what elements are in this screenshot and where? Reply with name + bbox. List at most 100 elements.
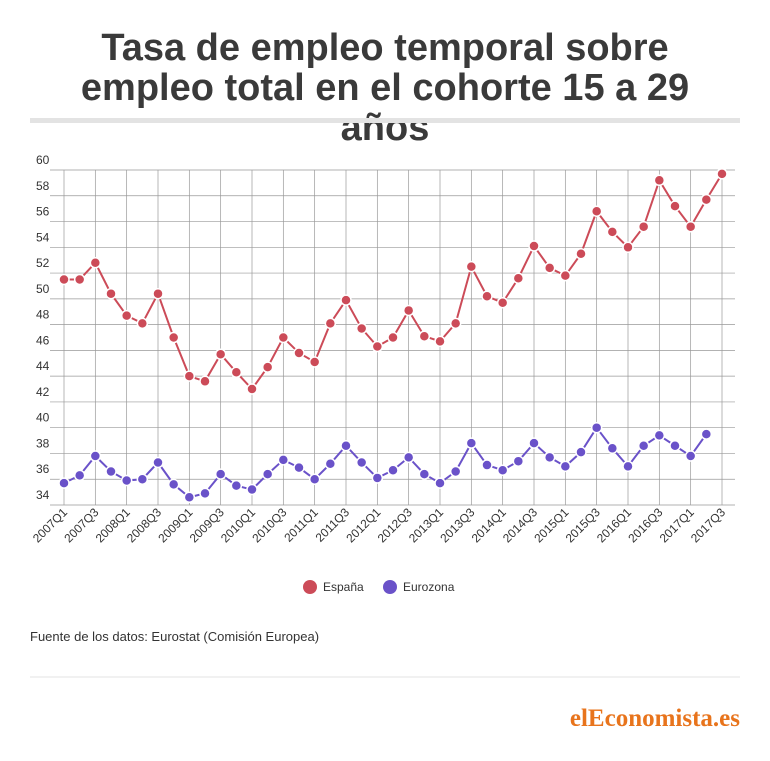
point	[465, 437, 478, 449]
chart-title: Tasa de empleo temporal sobre empleo tot…	[80, 27, 690, 149]
point	[700, 193, 713, 206]
point	[371, 340, 384, 353]
point	[543, 451, 556, 464]
title-rule	[30, 118, 740, 123]
point	[324, 317, 337, 330]
point	[559, 460, 572, 473]
series-line	[64, 173, 723, 391]
point	[528, 437, 540, 449]
x-tick-label: 2017Q3	[688, 505, 728, 545]
point	[152, 287, 164, 300]
point	[183, 370, 196, 382]
point	[606, 442, 619, 455]
point	[700, 428, 713, 440]
point	[684, 450, 697, 462]
legend-label: Eurozona	[403, 580, 455, 594]
point	[230, 366, 243, 379]
point	[653, 174, 666, 187]
point	[152, 456, 164, 469]
legend-swatch	[303, 580, 317, 594]
point	[214, 348, 227, 360]
x-tick-label: 2011Q1	[281, 505, 321, 545]
y-tick-label: 48	[36, 308, 50, 322]
point	[308, 356, 321, 368]
point	[669, 439, 681, 452]
point	[669, 200, 681, 212]
point	[293, 461, 305, 474]
logo: elEconomista.es	[570, 705, 740, 732]
point	[387, 331, 399, 344]
point	[637, 220, 650, 233]
legend-swatch	[383, 580, 397, 594]
point	[167, 478, 180, 491]
y-tick-label: 34	[36, 488, 50, 502]
point	[402, 451, 415, 464]
point	[277, 454, 290, 466]
point	[387, 464, 399, 476]
point	[105, 465, 117, 478]
y-tick-label: 38	[36, 436, 50, 450]
y-tick-label: 54	[36, 230, 50, 244]
point	[199, 375, 211, 388]
point	[199, 487, 211, 500]
point	[58, 273, 70, 286]
point	[136, 317, 149, 330]
y-tick-label: 50	[36, 282, 50, 296]
point	[418, 330, 431, 342]
point	[261, 468, 274, 480]
source: Fuente de los datos: Eurostat (Comisión …	[30, 629, 319, 644]
point	[590, 205, 603, 217]
point	[512, 455, 525, 467]
point	[481, 290, 493, 303]
point	[214, 468, 227, 480]
point	[73, 273, 86, 286]
point	[340, 294, 352, 306]
y-tick-label: 36	[36, 462, 50, 476]
point	[355, 456, 368, 469]
point	[481, 459, 493, 471]
point	[308, 473, 321, 485]
point	[449, 465, 462, 478]
point	[543, 262, 556, 274]
y-tick-label: 42	[36, 385, 50, 399]
point	[575, 248, 587, 260]
y-tick-label: 52	[36, 256, 50, 270]
point	[120, 309, 133, 322]
point	[434, 477, 446, 489]
point	[230, 479, 243, 492]
point	[449, 317, 462, 330]
point	[246, 383, 258, 395]
point	[575, 446, 587, 458]
y-tick-label: 40	[36, 411, 50, 425]
x-tick-label: 2010Q3	[249, 505, 289, 545]
legend-label: España	[323, 580, 364, 594]
point	[277, 331, 290, 344]
point	[465, 260, 478, 273]
y-tick-label: 58	[36, 179, 50, 193]
point	[105, 287, 117, 300]
point	[293, 347, 305, 359]
point	[716, 168, 728, 180]
point	[355, 322, 368, 335]
point	[653, 429, 666, 442]
point	[512, 272, 525, 284]
point	[559, 269, 572, 282]
point	[324, 458, 337, 470]
point	[58, 477, 70, 489]
point	[340, 439, 352, 452]
point	[371, 472, 384, 484]
point	[434, 335, 446, 348]
point	[496, 464, 509, 476]
y-tick-label: 44	[36, 359, 50, 373]
y-tick-label: 46	[36, 333, 50, 347]
point	[637, 439, 650, 452]
y-tick-label: 56	[36, 205, 50, 219]
point	[418, 468, 431, 480]
point	[183, 491, 196, 504]
point	[261, 361, 274, 373]
point	[136, 473, 149, 485]
point	[89, 450, 102, 462]
point	[622, 241, 634, 254]
point	[73, 469, 86, 482]
